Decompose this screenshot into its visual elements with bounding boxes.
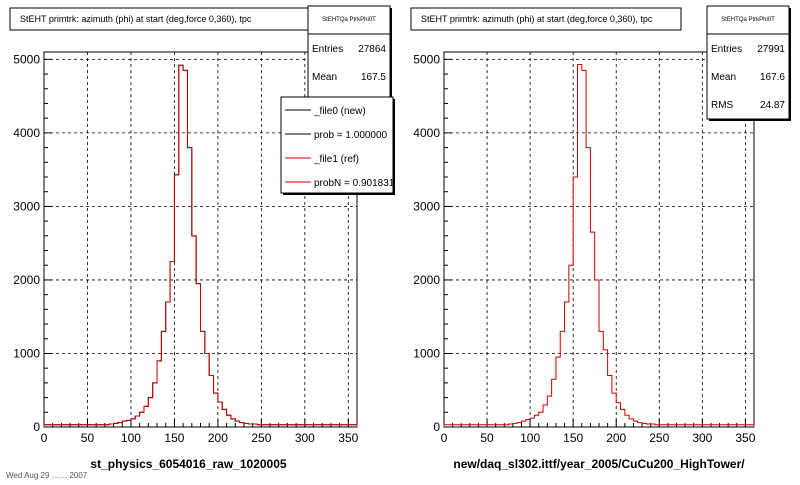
y-tick-label: 4000 (13, 126, 40, 140)
x-tick-label: 50 (81, 431, 95, 445)
stats-label: Mean (312, 72, 337, 83)
stats-label: Entries (711, 44, 742, 55)
y-tick-label: 5000 (413, 52, 440, 66)
histogram-series-1 (443, 64, 755, 427)
x-tick-label: 200 (606, 431, 626, 445)
stats-label: Entries (312, 44, 343, 55)
chart-panel-1: 0 50 100 150 200 250 300 350 0 1000 2000 3000 4000 50… (9, 5, 395, 471)
x-tick-label: 200 (208, 431, 228, 445)
legend-label: _file0 (new) (313, 106, 366, 117)
stats-value: 27991 (757, 44, 785, 55)
stats-label: RMS (711, 100, 734, 111)
legend-label: probN = 0.901831 (314, 178, 395, 189)
legend-label: _file1 (ref) (313, 154, 359, 165)
stats-value: 27864 (358, 44, 386, 55)
x-tick-label: 350 (338, 431, 358, 445)
x-tick-label: 300 (692, 431, 712, 445)
y-tick-label: 4000 (413, 126, 440, 140)
x-tick-label: 50 (480, 431, 494, 445)
title-box (410, 7, 682, 31)
x-tick-label: 350 (735, 431, 755, 445)
x-tick-label: 150 (563, 431, 583, 445)
y-tick-label: 0 (33, 420, 40, 434)
y-tick-label: 3000 (413, 199, 440, 213)
x-tick-label: 100 (520, 431, 540, 445)
x-axis-label: st_physics_6054016_raw_1020005 (90, 457, 286, 471)
chart-title: StEHT primtrk: azimuth (phi) at start (d… (20, 14, 252, 24)
y-tick-label: 5000 (13, 52, 40, 66)
stats-title: StEHTQa PtrkPhi0T (322, 17, 376, 23)
y-tick-label: 1000 (13, 346, 40, 360)
legend-box (280, 96, 394, 194)
legend-label: prob = 1.000000 (314, 130, 388, 141)
x-axis-label: new/daq_sl302.ittf/year_2005/CuCu200_Hig… (453, 457, 745, 471)
stats-label: Mean (711, 72, 736, 83)
y-tick-label: 3000 (13, 199, 40, 213)
y-tick-label: 0 (433, 420, 440, 434)
histogram-series-2 (43, 64, 358, 427)
stats-box (706, 5, 790, 120)
footer-text: Wed Aug 29 ... ... 2007 (6, 471, 88, 480)
y-tick-label: 2000 (13, 273, 40, 287)
chart-panel-2: 0 50 100 150 200 250 300 350 0 1000 2000 3000 4000 50… (410, 5, 791, 471)
x-tick-label: 150 (164, 431, 184, 445)
chart-title: StEHT primtrk: azimuth (phi) at start (d… (421, 14, 653, 24)
x-tick-label: 250 (251, 431, 271, 445)
legend: _file0 (new) prob = 1.000000 _file1 (ref) p… (280, 96, 395, 195)
x-tick-label: 300 (295, 431, 315, 445)
stats-value: 167.6 (760, 72, 785, 83)
x-tick-label: 250 (649, 431, 669, 445)
x-tick-label: 100 (121, 431, 141, 445)
stats-value: 24.87 (760, 100, 785, 111)
stats-value: 167.5 (361, 72, 386, 83)
stats-title: StEHTQa PtrkPhi0T (721, 17, 775, 23)
y-tick-label: 2000 (413, 273, 440, 287)
y-tick-label: 1000 (413, 346, 440, 360)
x-tick-label: 0 (41, 431, 48, 445)
x-tick-label: 0 (441, 431, 448, 445)
